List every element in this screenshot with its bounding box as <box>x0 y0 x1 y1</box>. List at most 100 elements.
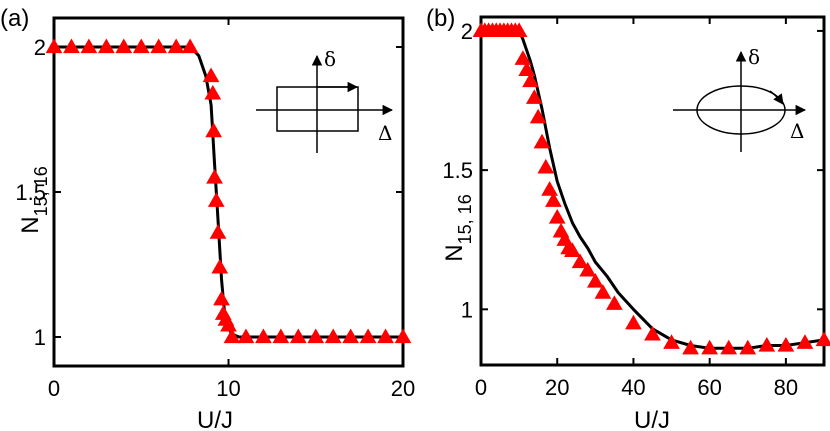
marker-a-6 <box>150 38 168 54</box>
plot-frame-b <box>479 15 826 367</box>
panel-label-a: (a) <box>0 5 29 32</box>
marker-b-30 <box>625 314 642 330</box>
marker-a-2 <box>80 38 98 54</box>
panel-b: (b) 0 20 40 60 80 1 1.5 2 U/J N15, 16 Δ δ <box>426 5 830 431</box>
marker-b-37 <box>758 337 776 352</box>
inset-b-path-arrow <box>769 90 784 105</box>
x-axis-label-a: U/J <box>197 407 233 431</box>
x-tick-label-a-0: 0 <box>48 376 60 401</box>
marker-a-16 <box>213 290 230 306</box>
y-axis-label-main-b: N <box>441 244 468 261</box>
curve-a <box>54 45 403 339</box>
marker-a-21 <box>237 328 255 344</box>
marker-a-14 <box>209 224 227 239</box>
marker-a-25 <box>307 328 325 344</box>
marker-a-30 <box>394 328 412 344</box>
y-tick-label-b-0: 1 <box>461 297 473 322</box>
x-tick-label-b-4: 80 <box>774 375 798 400</box>
marker-b-14 <box>525 89 543 104</box>
marker-b-18 <box>541 181 558 196</box>
marker-b-20 <box>548 208 566 224</box>
marker-b-19 <box>545 192 562 207</box>
inset-b-x-label: Δ <box>790 119 804 143</box>
marker-b-12 <box>518 61 536 77</box>
marker-a-26 <box>324 328 342 344</box>
marker-a-12 <box>206 168 223 184</box>
marker-b-25 <box>571 253 589 269</box>
marker-a-0 <box>45 38 63 54</box>
series-curve-a <box>54 45 403 339</box>
panel-a: (a) 0 10 20 11.52 U/J N15, 16 Δ δ <box>0 5 415 431</box>
marker-b-26 <box>579 261 597 277</box>
y-tick-label-a-2: 2 <box>34 35 46 60</box>
marker-b-27 <box>586 272 604 288</box>
marker-b-15 <box>529 108 547 124</box>
inset-a-y-label: δ <box>324 47 336 71</box>
marker-a-9 <box>202 67 220 83</box>
plot-frame-a <box>52 16 405 368</box>
inset-a: Δ δ <box>256 47 394 153</box>
marker-a-1 <box>63 38 80 54</box>
y-axis-label-a: N15, 16 <box>17 166 51 233</box>
marker-b-34 <box>701 339 719 355</box>
marker-a-23 <box>272 328 290 344</box>
marker-b-35 <box>720 339 738 355</box>
y-tick-labels-a: 11.52 <box>15 35 46 350</box>
x-tick-labels-b: 0 20 40 60 80 <box>475 375 798 400</box>
x-tick-label-b-3: 60 <box>697 375 721 400</box>
marker-a-20 <box>223 328 241 344</box>
svg-text:N15, 16: N15, 16 <box>441 194 475 261</box>
x-tick-label-b-1: 20 <box>545 375 569 400</box>
marker-b-10 <box>510 22 528 38</box>
y-tick-label-a-1: 1.5 <box>15 180 46 205</box>
marker-a-28 <box>359 328 377 344</box>
marker-a-19 <box>220 316 237 332</box>
marker-a-27 <box>342 328 360 344</box>
y-axis-label-sub-b: 15, 16 <box>455 194 475 244</box>
marker-a-11 <box>205 122 223 138</box>
marker-a-13 <box>207 192 225 207</box>
y-tick-label-b-1: 1.5 <box>442 158 473 183</box>
marker-b-11 <box>514 50 532 65</box>
markers-a <box>45 38 412 344</box>
x-tick-label-a-2: 20 <box>391 376 415 401</box>
marker-a-15 <box>211 258 229 274</box>
marker-a-4 <box>115 38 133 54</box>
marker-a-24 <box>289 328 307 344</box>
inset-a-x-label: Δ <box>378 121 392 145</box>
y-axis-label-b: N15, 16 <box>441 194 475 261</box>
marker-b-36 <box>739 339 757 355</box>
marker-a-7 <box>167 38 185 54</box>
marker-b-31 <box>644 325 661 341</box>
marker-b-28 <box>594 284 612 299</box>
marker-a-29 <box>377 328 394 344</box>
marker-a-10 <box>204 84 222 100</box>
x-axis-label-b: U/J <box>634 407 670 431</box>
marker-a-22 <box>255 328 272 344</box>
marker-b-17 <box>537 158 555 174</box>
marker-b-40 <box>815 331 830 347</box>
svg-text:N15, 16: N15, 16 <box>17 166 51 233</box>
marker-b-38 <box>777 337 795 352</box>
inset-b-ellipse <box>696 85 786 135</box>
inset-b-y-label: δ <box>748 45 760 69</box>
marker-a-8 <box>181 38 199 54</box>
x-tick-label-b-2: 40 <box>621 375 645 400</box>
marker-b-16 <box>533 133 551 149</box>
x-tick-label-a-1: 10 <box>216 376 240 401</box>
y-axis-label-sub-a: 15, 16 <box>31 166 51 216</box>
x-tick-label-b-0: 0 <box>475 375 487 400</box>
marker-a-5 <box>132 38 150 54</box>
x-tick-labels-a: 0 10 20 <box>48 376 415 401</box>
inset-b: Δ δ <box>673 45 807 152</box>
marker-b-39 <box>796 334 814 349</box>
panel-label-b: (b) <box>426 5 455 32</box>
marker-b-33 <box>682 339 699 355</box>
markers-b <box>472 22 830 355</box>
marker-a-3 <box>97 38 115 54</box>
marker-b-32 <box>663 334 680 349</box>
marker-b-13 <box>522 72 539 88</box>
ticks-a <box>53 18 404 366</box>
y-tick-label-b-2: 2 <box>461 19 473 44</box>
